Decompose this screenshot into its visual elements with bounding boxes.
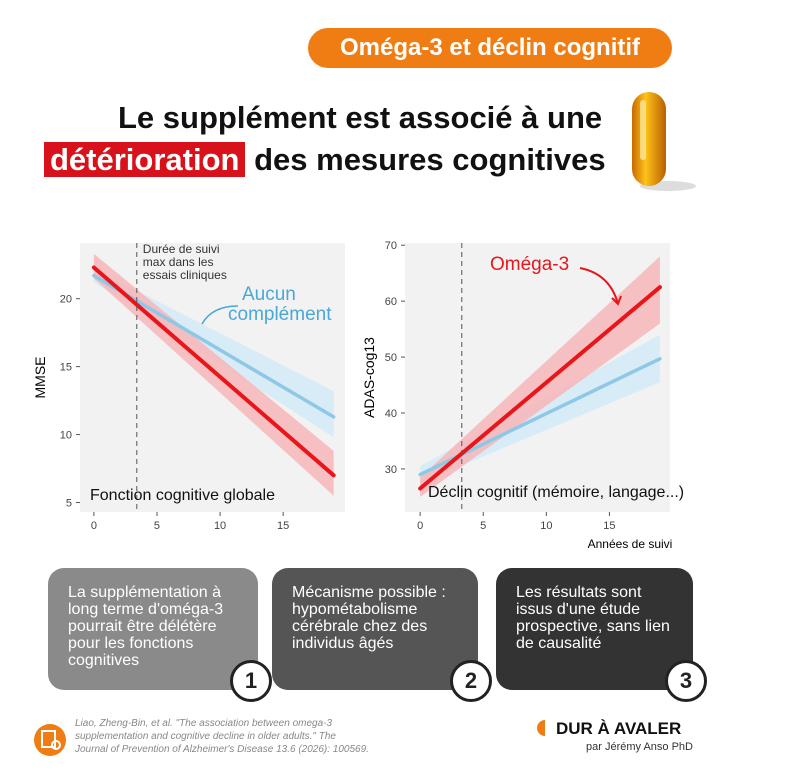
citation: Journal of Prevention of Alzheimer's Dis… xyxy=(74,744,369,755)
series-line xyxy=(418,285,662,491)
x-tick-label: 15 xyxy=(603,520,615,532)
panel-label: Fonction cognitive globale xyxy=(90,487,275,504)
card-number: 3 xyxy=(665,660,707,702)
card-text: Les résultats sont issus d'une étude pro… xyxy=(516,584,670,652)
y-tick-label: 20 xyxy=(60,294,72,306)
reference-label: max dans les xyxy=(143,255,214,269)
y-tick-label: 10 xyxy=(60,430,72,442)
y-tick-label: 5 xyxy=(66,497,72,509)
series-label: Oméga-3 xyxy=(490,254,569,275)
info-card: La supplémentation à long terme d'oméga-… xyxy=(48,568,272,702)
x-tick-label: 5 xyxy=(154,520,160,532)
series-line xyxy=(92,273,336,419)
confidence-band xyxy=(93,253,334,496)
title-highlight: détérioration xyxy=(44,142,246,177)
x-tick-label: 10 xyxy=(540,520,552,532)
title-line: Le supplément est associé à une xyxy=(118,100,603,135)
card-text: Mécanisme possible : hypométabolisme cér… xyxy=(292,584,446,652)
y-tick-label: 70 xyxy=(385,240,397,252)
reference-label: essais cliniques xyxy=(143,268,227,282)
x-tick-label: 15 xyxy=(277,520,289,532)
x-tick-label: 0 xyxy=(417,520,423,532)
capsule-shine xyxy=(640,100,646,160)
y-tick-label: 50 xyxy=(385,352,397,364)
x-axis-label: Années de suivi xyxy=(588,537,673,551)
icon-doc xyxy=(41,730,56,748)
x-tick-label: 10 xyxy=(214,520,226,532)
card-number: 2 xyxy=(450,660,492,702)
info-card: Mécanisme possible : hypométabolisme cér… xyxy=(272,568,492,702)
info-card: Les résultats sont issus d'une étude pro… xyxy=(496,568,707,702)
y-axis-label: ADAS-cog13 xyxy=(361,337,377,418)
title-text: des mesures cognitives xyxy=(254,142,606,177)
icon-lens xyxy=(51,740,61,750)
card-text: La supplémentation à long terme d'oméga-… xyxy=(68,584,224,669)
y-tick-label: 40 xyxy=(385,408,397,420)
y-axis-label: MMSE xyxy=(32,357,48,399)
capsule xyxy=(632,92,666,186)
series-line xyxy=(91,265,336,478)
citation-icon xyxy=(34,724,66,756)
citation: Liao, Zheng-Bin, et al. "The association… xyxy=(75,718,332,729)
series-label: Aucun complément xyxy=(228,284,332,325)
x-tick-label: 5 xyxy=(480,520,486,532)
y-tick-label: 15 xyxy=(60,362,72,374)
panel-label: Déclin cognitif (mémoire, langage...) xyxy=(428,484,684,501)
author: par Jérémy Anso PhD xyxy=(586,741,693,753)
label-pointer xyxy=(579,267,622,306)
y-tick-label: 30 xyxy=(385,464,397,476)
x-tick-label: 0 xyxy=(91,520,97,532)
y-tick-label: 60 xyxy=(385,296,397,308)
brand: DUR À AVALER xyxy=(556,719,681,738)
topic-tag: Oméga-3 et déclin cognitif xyxy=(308,28,672,68)
reference-label: Durée de suivi xyxy=(143,242,220,256)
label-pointer xyxy=(201,305,239,325)
card-number: 1 xyxy=(230,660,272,702)
brand-logo xyxy=(537,720,545,736)
citation: supplementation and cognitive decline in… xyxy=(75,731,336,742)
title-line: détérioration des mesures cognitives xyxy=(44,142,606,178)
